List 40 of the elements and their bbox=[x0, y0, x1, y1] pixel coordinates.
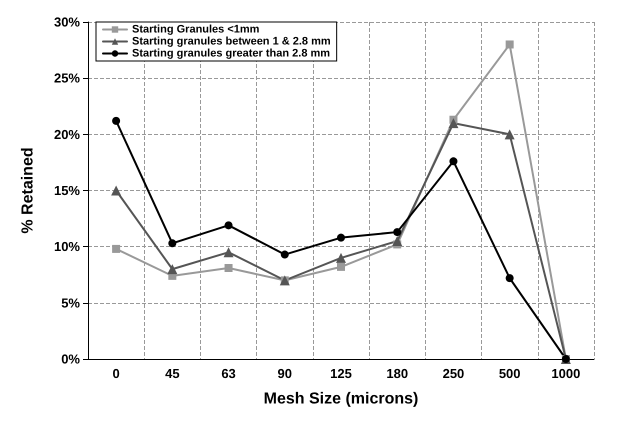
y-tick-label: 0% bbox=[61, 352, 80, 366]
point bbox=[393, 228, 402, 236]
point bbox=[448, 118, 458, 128]
x-tick-label: 500 bbox=[498, 366, 521, 381]
point bbox=[112, 244, 120, 253]
point bbox=[506, 274, 514, 282]
point bbox=[392, 236, 402, 246]
x-axis-title: Mesh Size (microns) bbox=[264, 390, 418, 408]
point bbox=[337, 262, 345, 271]
y-tick-label: 5% bbox=[61, 295, 80, 310]
x-tick-label: 90 bbox=[278, 366, 292, 381]
legend-label: Starting granules between 1 & 2.8 mm bbox=[132, 36, 331, 48]
x-tick-label: 45 bbox=[165, 366, 180, 381]
point bbox=[224, 247, 234, 258]
point bbox=[167, 264, 178, 274]
x-tick-label: 250 bbox=[442, 366, 464, 381]
point bbox=[112, 116, 120, 125]
point bbox=[111, 186, 122, 196]
x-tick-label: 0 bbox=[112, 366, 120, 381]
legend-label: Starting granules greater than 2.8 mm bbox=[132, 48, 330, 60]
legend-label: Starting Granules <1mm bbox=[132, 24, 260, 36]
y-tick-label: 10% bbox=[54, 239, 80, 254]
point bbox=[224, 264, 233, 272]
point bbox=[224, 221, 233, 230]
point bbox=[506, 40, 514, 48]
x-tick-label: 125 bbox=[330, 366, 352, 381]
y-tick-label: 20% bbox=[54, 126, 80, 142]
y-tick-label: 30% bbox=[54, 14, 80, 30]
point bbox=[504, 129, 515, 140]
x-tick-label: 180 bbox=[386, 366, 408, 381]
x-tick-label: 1000 bbox=[551, 366, 580, 381]
point bbox=[449, 157, 458, 166]
point bbox=[336, 252, 346, 263]
point bbox=[337, 234, 345, 242]
point bbox=[168, 239, 176, 248]
x-tick-label: 63 bbox=[221, 366, 236, 381]
y-axis-title: % Retained bbox=[20, 147, 36, 234]
y-tick-label: 15% bbox=[54, 183, 80, 198]
point bbox=[280, 250, 289, 259]
y-tick-label: 25% bbox=[54, 70, 80, 86]
